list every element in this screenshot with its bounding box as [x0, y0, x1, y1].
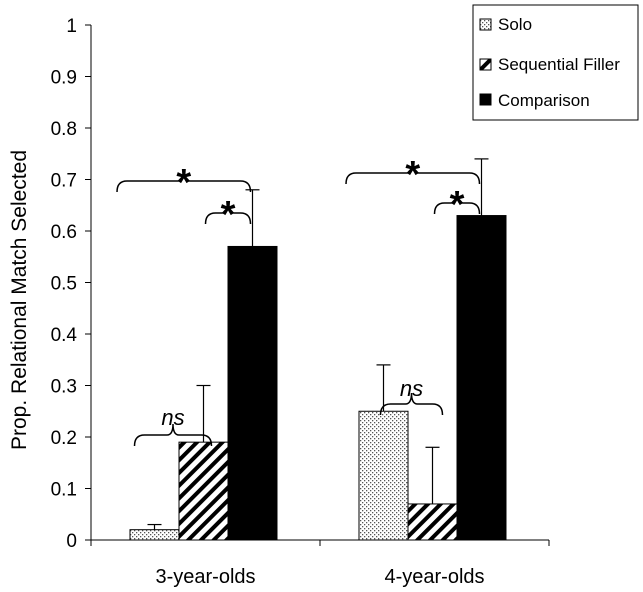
- brace-ns-0-0-1: [133, 423, 213, 447]
- legend: Solo Sequential Filler Comparison: [472, 4, 639, 121]
- y-axis-label: Prop. Relational Match Selected: [8, 150, 31, 450]
- bar-solo-4-year-olds: [358, 410, 409, 541]
- ns-label-1-0-1: ns: [400, 376, 423, 401]
- bar-solo-3-year-olds: [129, 529, 180, 541]
- brace-sig-0-0-2: [116, 169, 252, 193]
- significance-star-1-0-2: *: [405, 154, 420, 196]
- axes: 0 0.1 0.2 0.3 0.4 0.5 0.6 0.7 0.8 0.9 1 3-year-olds…: [51, 16, 550, 588]
- error-bar-sequential-filler-4-year-olds: [425, 446, 440, 504]
- significance-star-0-0-2: *: [176, 162, 191, 204]
- brace-sig-1-0-2: [345, 161, 481, 185]
- error-bar-sequential-filler-3-year-olds: [196, 384, 211, 443]
- legend-box: [472, 4, 639, 121]
- significance-star-0-1-2: *: [221, 194, 236, 236]
- y-tick-label: 0.5: [51, 274, 77, 295]
- x-tick-label-4-year-olds: 4-year-olds: [384, 566, 484, 588]
- annotations: ns * * ns * *: [116, 154, 481, 447]
- legend-label-comparison: Comparison: [498, 91, 590, 110]
- legend-swatch-sequential-filler: [479, 58, 492, 71]
- y-tick-label: 0.1: [51, 480, 77, 501]
- bar-sequential-filler-4-year-olds: [407, 503, 458, 541]
- legend-label-sequential-filler: Sequential Filler: [498, 55, 620, 74]
- y-tick-label: 0.4: [51, 325, 78, 346]
- error-bar-comparison-3-year-olds: [245, 189, 260, 247]
- legend-swatch-solo: [479, 18, 492, 31]
- ns-label-0-0-1: ns: [161, 405, 184, 430]
- y-tick-label: 0.2: [51, 428, 77, 449]
- bar-comparison-4-year-olds: [456, 215, 507, 541]
- brace-ns-1-0-1: [379, 392, 444, 416]
- significance-star-1-1-2: *: [450, 184, 465, 226]
- y-tick-label: 0.7: [51, 171, 77, 192]
- bar-comparison-3-year-olds: [227, 245, 278, 541]
- y-tick-label: 0: [66, 531, 77, 552]
- y-tick-label: 1: [66, 16, 77, 37]
- error-bar-solo-3-year-olds: [147, 523, 162, 530]
- legend-label-solo: Solo: [498, 15, 532, 34]
- brace-sig-0-1-2: [204, 201, 252, 225]
- bars: [129, 158, 507, 541]
- y-tick-label: 0.3: [51, 377, 77, 398]
- y-tick-label: 0.8: [51, 119, 77, 140]
- y-tick-label: 0.9: [51, 68, 77, 89]
- y-tick-label: 0.6: [51, 222, 77, 243]
- legend-swatch-comparison: [479, 93, 492, 106]
- bar-sequential-filler-3-year-olds: [178, 441, 229, 541]
- error-bar-comparison-4-year-olds: [474, 158, 489, 216]
- error-bar-solo-4-year-olds: [376, 364, 391, 412]
- x-tick-label-3-year-olds: 3-year-olds: [155, 566, 255, 588]
- brace-sig-1-1-2: [433, 191, 481, 215]
